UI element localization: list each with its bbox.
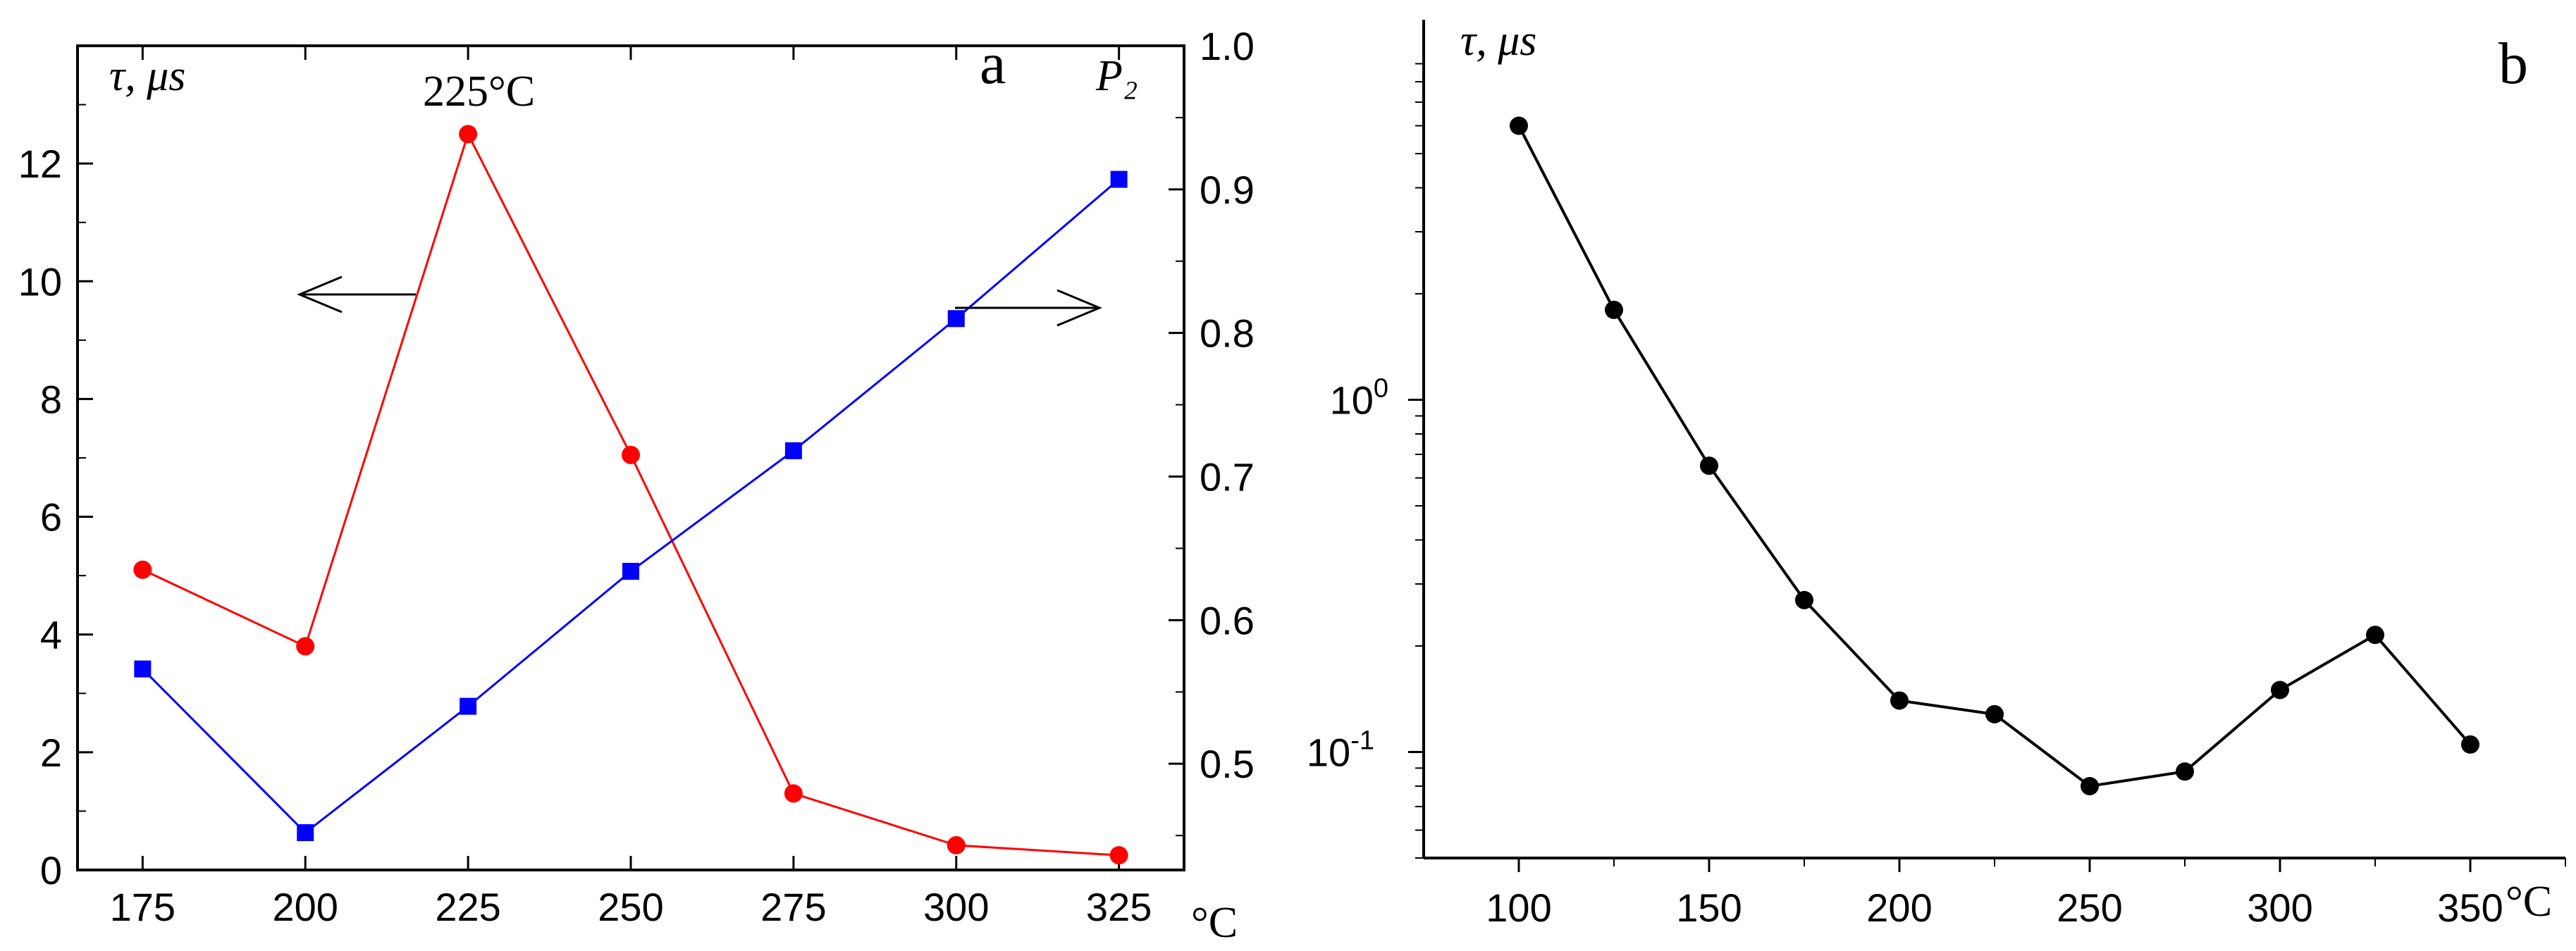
panel-b-x-tick-label: 250 xyxy=(2057,885,2122,930)
panel-a-right-tick-label: 0.7 xyxy=(1200,454,1255,499)
panel-a-right-tick-label: 0.6 xyxy=(1200,598,1255,642)
panel-a-point-right xyxy=(460,697,477,715)
panel-a-x-tick-label: 325 xyxy=(1086,885,1152,929)
panel-a-x-tick-label: 175 xyxy=(110,885,175,929)
panel-b-x-tick-label: 100 xyxy=(1486,885,1551,930)
panel-b-point xyxy=(1700,456,1718,476)
panel-b-y-tick-label: 10-1 xyxy=(1307,726,1374,774)
panel-a-x-tick-label: 250 xyxy=(598,885,663,929)
panel-a-point-right xyxy=(622,563,639,580)
panel-b-point xyxy=(1510,116,1528,135)
panel-a-point-right xyxy=(1110,170,1128,188)
panel-b-x-unit: °C xyxy=(2506,878,2552,926)
panel-a-point-left xyxy=(622,445,640,464)
panel-a-left-tick-label: 4 xyxy=(40,613,62,657)
panel-b-point xyxy=(1890,691,1909,710)
panel-a-x-tick-label: 275 xyxy=(760,885,826,929)
panel-b-point xyxy=(2366,626,2384,645)
panel-a: 175 200 225 250 275 300 325 0 2 4 6 8 10 12 0.5 0.6 0.7 0… xyxy=(18,24,1255,947)
panel-b-point xyxy=(2081,776,2099,795)
panel-a-point-right xyxy=(134,660,152,678)
panel-b-x-tick-label: 150 xyxy=(1676,885,1742,930)
panel-a-series-line-left xyxy=(142,131,1119,857)
panel-a-series xyxy=(133,125,1128,865)
panel-a-left-tick-label: 0 xyxy=(40,848,62,893)
panel-a-right-arrow xyxy=(955,289,1102,327)
panel-a-x-tick-label: 225 xyxy=(435,885,500,929)
panel-a-point-left xyxy=(133,560,152,579)
panel-b-x-tick-label: 350 xyxy=(2437,885,2503,930)
panel-a-x-tick-label: 200 xyxy=(273,885,338,929)
panel-b-axes: 100 150 200 250 300 350 100 10-1 xyxy=(1307,63,2566,930)
panel-b-point xyxy=(2176,762,2194,781)
panel-a-left-arrow xyxy=(297,275,416,313)
panel-b-series xyxy=(1510,116,2479,795)
panel-a-right-tick-label: 1.0 xyxy=(1200,24,1255,68)
panel-a-point-right xyxy=(297,824,314,842)
panel-a-series-line-right xyxy=(142,178,1120,835)
panel-a-point-left xyxy=(947,835,966,854)
panel-a-right-axis-title: P₂ xyxy=(1095,52,1138,100)
panel-a-point-right xyxy=(784,442,802,459)
panel-a-left-tick-label: 6 xyxy=(40,495,62,540)
panel-a-left-axis-title: τ, μs xyxy=(109,52,185,100)
panel-a-point-left xyxy=(296,637,315,656)
panel-a-left-tick-label: 2 xyxy=(40,731,62,775)
panel-a-point-left xyxy=(784,784,803,803)
panel-a-letter: a xyxy=(980,31,1006,97)
panel-b-point xyxy=(1985,704,2004,723)
panel-b-point xyxy=(2271,680,2289,700)
panel-a-point-left xyxy=(1109,846,1128,865)
panel-a-axes: 175 200 225 250 275 300 325 0 2 4 6 8 10 12 0.5 0.6 0.7 0… xyxy=(18,24,1255,929)
panel-b-x-tick-label: 200 xyxy=(1866,885,1932,930)
panel-b-y-axis-title: τ, μs xyxy=(1460,17,1536,65)
panel-b-x-tick-label: 300 xyxy=(2247,885,2312,930)
panel-a-left-tick-label: 12 xyxy=(18,142,62,186)
panel-a-x-tick-label: 300 xyxy=(923,885,989,929)
panel-b-series-line xyxy=(1517,125,2472,788)
panel-a-left-tick-label: 10 xyxy=(18,259,62,304)
panel-b-point xyxy=(2461,735,2479,754)
panel-a-x-unit: °C xyxy=(1191,899,1238,947)
panel-b: 100 150 200 250 300 350 100 10-1 τ, μs °C b xyxy=(1307,17,2566,930)
panel-a-point-right xyxy=(947,310,965,328)
panel-b-y-tick-label: 100 xyxy=(1330,374,1388,423)
panel-a-left-tick-label: 8 xyxy=(40,377,62,421)
panel-b-letter: b xyxy=(2498,31,2528,97)
panel-b-point xyxy=(1605,300,1623,319)
panel-a-right-tick-label: 0.8 xyxy=(1200,311,1255,356)
panel-a-right-tick-label: 0.9 xyxy=(1200,168,1255,212)
panel-a-right-tick-label: 0.5 xyxy=(1200,742,1255,786)
panel-a-peak-label: 225°C xyxy=(423,68,535,116)
panel-a-point-left xyxy=(459,125,478,144)
panel-b-point xyxy=(1795,590,1813,609)
